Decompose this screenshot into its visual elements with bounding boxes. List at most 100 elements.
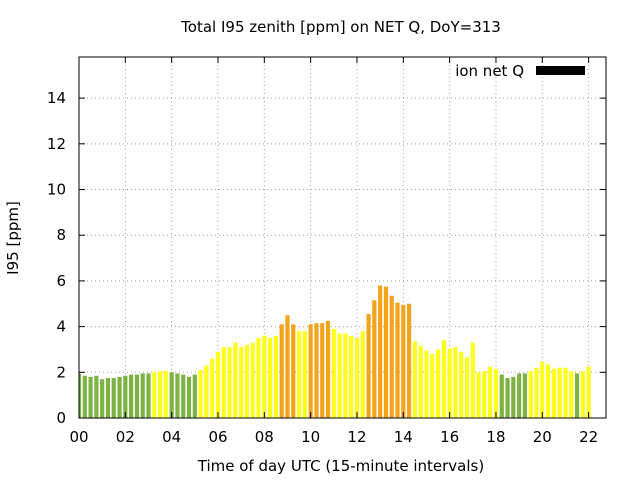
x-tick-label: 14 <box>394 428 413 446</box>
bar <box>372 300 377 418</box>
bar <box>291 324 296 418</box>
bar <box>250 342 255 418</box>
bar <box>302 331 307 418</box>
x-tick-label: 06 <box>208 428 227 446</box>
bar <box>574 373 580 418</box>
bar <box>580 371 585 418</box>
bar <box>140 373 145 418</box>
bars <box>79 285 591 418</box>
bar <box>424 350 429 418</box>
bar <box>273 335 278 418</box>
x-tick-label: 12 <box>347 428 366 446</box>
bar <box>296 331 302 418</box>
bar <box>383 286 389 418</box>
y-axis-label: I95 [ppm] <box>4 201 22 275</box>
bar <box>470 342 475 418</box>
bar <box>221 347 226 418</box>
bar <box>129 374 134 418</box>
legend: ion net Q <box>455 62 585 80</box>
bar <box>447 348 452 418</box>
bar <box>488 366 493 418</box>
bar <box>262 335 267 418</box>
x-tick-label: 08 <box>255 428 274 446</box>
bar <box>79 373 82 418</box>
bar <box>146 373 151 418</box>
bar <box>389 295 394 418</box>
x-tick-label: 02 <box>116 428 135 446</box>
x-tick-label: 00 <box>69 428 88 446</box>
bar <box>534 367 539 418</box>
bar <box>134 374 139 418</box>
x-axis-label: Time of day UTC (15-minute intervals) <box>197 457 484 475</box>
bar <box>482 371 487 418</box>
bar <box>441 340 446 418</box>
bar <box>557 367 562 418</box>
bar <box>256 338 261 418</box>
bar <box>100 379 105 418</box>
bar <box>401 304 406 418</box>
bar <box>366 314 371 418</box>
y-tick-label: 8 <box>56 226 66 244</box>
bar <box>540 362 545 418</box>
bar <box>239 347 244 418</box>
x-tick-label: 22 <box>579 428 598 446</box>
bar <box>186 376 192 418</box>
chart-title: Total I95 zenith [ppm] on NET Q, DoY=313 <box>180 18 501 36</box>
bar <box>210 358 215 418</box>
bar <box>354 338 360 418</box>
bar <box>268 338 273 418</box>
bar <box>395 302 400 418</box>
bar <box>181 374 186 418</box>
gridlines <box>79 57 606 418</box>
bar <box>459 351 464 418</box>
y-tick-label: 2 <box>56 363 66 381</box>
bar <box>320 323 325 418</box>
bar <box>569 371 574 418</box>
bar <box>499 374 504 418</box>
axis-ticks <box>78 57 606 419</box>
bar <box>82 375 87 418</box>
bar <box>586 366 591 418</box>
bar <box>412 341 417 418</box>
bar <box>204 365 209 418</box>
bar <box>111 378 116 418</box>
bar <box>378 285 383 418</box>
bar <box>279 324 284 418</box>
plot-frame <box>78 56 607 419</box>
bar <box>464 357 470 418</box>
y-tick-label: 4 <box>56 318 66 336</box>
bar <box>511 376 516 418</box>
bar <box>215 351 221 418</box>
bar <box>505 378 510 418</box>
bar <box>152 372 157 418</box>
y-tick-labels: 0 2 4 6 8 10 12 14 <box>47 89 66 427</box>
y-tick-label: 6 <box>56 272 66 290</box>
x-tick-label: 20 <box>533 428 552 446</box>
x-tick-label: 18 <box>486 428 505 446</box>
bar <box>192 374 197 418</box>
bar <box>360 331 365 418</box>
bar <box>163 371 168 418</box>
bar <box>308 324 313 418</box>
bar <box>528 371 533 418</box>
y-tick-label: 12 <box>47 135 66 153</box>
bar <box>325 320 331 418</box>
bar <box>493 368 499 418</box>
bar <box>476 372 481 418</box>
bar <box>453 347 458 418</box>
bar <box>117 376 122 418</box>
bar <box>105 378 111 418</box>
bar <box>418 346 423 418</box>
x-tick-label: 16 <box>440 428 459 446</box>
bar <box>88 376 93 418</box>
bar <box>198 370 203 418</box>
bar <box>407 303 412 418</box>
bar <box>169 372 174 418</box>
bar <box>233 342 238 418</box>
bar <box>563 367 568 418</box>
bar <box>285 315 290 418</box>
bar <box>349 335 354 418</box>
x-tick-label: 04 <box>162 428 181 446</box>
y-tick-label: 14 <box>47 89 66 107</box>
bar <box>522 373 528 418</box>
